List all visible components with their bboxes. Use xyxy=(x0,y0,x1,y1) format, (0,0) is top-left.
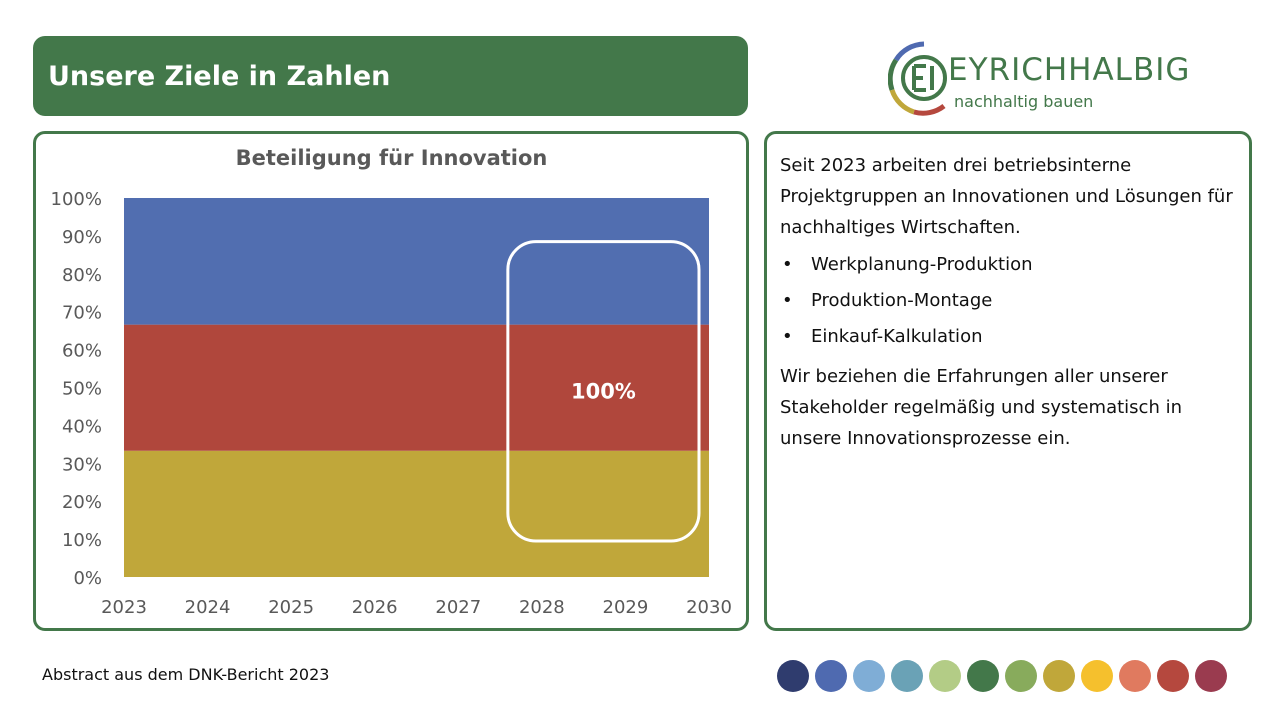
annotation-box xyxy=(506,240,701,543)
color-dot xyxy=(1005,660,1037,692)
color-dot xyxy=(891,660,923,692)
company-logo: EYRICHHALBIG nachhaltig bauen xyxy=(888,40,1228,116)
x-tick-label: 2026 xyxy=(352,597,398,618)
x-tick-label: 2025 xyxy=(268,597,314,618)
outro-text: Wir beziehen die Erfahrungen aller unser… xyxy=(780,366,1182,449)
logo-emblem-icon xyxy=(888,41,947,116)
color-dot xyxy=(1195,660,1227,692)
x-tick-label: 2024 xyxy=(185,597,231,618)
y-tick-label: 20% xyxy=(62,492,102,513)
y-tick-label: 0% xyxy=(73,568,102,589)
y-tick-label: 100% xyxy=(51,189,102,210)
color-dot xyxy=(853,660,885,692)
logo-subtitle: nachhaltig bauen xyxy=(954,92,1094,111)
y-tick-label: 50% xyxy=(62,379,102,400)
annotation-label: 100% xyxy=(571,379,636,403)
x-tick-label: 2023 xyxy=(101,597,147,618)
y-tick-label: 90% xyxy=(62,227,102,248)
area-series-2 xyxy=(124,324,709,451)
chart-panel: Beteiligung für Innovation 0% 10% 20% 30% 40%… xyxy=(33,131,749,631)
page-title: Unsere Ziele in Zahlen xyxy=(48,60,391,92)
source-note: Abstract aus dem DNK-Bericht 2023 xyxy=(42,665,330,684)
color-dot xyxy=(1081,660,1113,692)
x-tick-label: 2030 xyxy=(686,597,732,618)
y-tick-label: 30% xyxy=(62,454,102,475)
color-dot xyxy=(967,660,999,692)
title-bar: Unsere Ziele in Zahlen xyxy=(33,36,748,116)
list-item: Produktion-Montage xyxy=(780,289,1235,313)
x-tick-label: 2029 xyxy=(603,597,649,618)
project-group-list: Werkplanung-Produktion Produktion-Montag… xyxy=(780,253,1235,349)
color-dot xyxy=(1157,660,1189,692)
color-dot xyxy=(1119,660,1151,692)
y-tick-label: 40% xyxy=(62,416,102,437)
text-panel: Seit 2023 arbeiten drei betriebsinterne … xyxy=(764,131,1252,631)
x-tick-label: 2027 xyxy=(435,597,481,618)
y-tick-label: 80% xyxy=(62,265,102,286)
chart-title: Beteiligung für Innovation xyxy=(236,146,548,170)
y-tick-label: 10% xyxy=(62,530,102,551)
y-tick-label: 70% xyxy=(62,303,102,324)
color-dot xyxy=(929,660,961,692)
list-item: Einkauf-Kalkulation xyxy=(780,325,1235,349)
logo-wordmark: EYRICHHALBIG xyxy=(948,52,1191,88)
area-series-3 xyxy=(124,198,709,325)
area-series-1 xyxy=(124,450,709,577)
color-dot xyxy=(815,660,847,692)
list-item: Werkplanung-Produktion xyxy=(780,253,1235,277)
y-tick-label: 60% xyxy=(62,341,102,362)
color-dot xyxy=(1043,660,1075,692)
color-dot xyxy=(777,660,809,692)
intro-text: Seit 2023 arbeiten drei betriebsinterne … xyxy=(780,155,1233,238)
color-dot-row xyxy=(777,660,1233,692)
x-tick-label: 2028 xyxy=(519,597,565,618)
innovation-chart: Beteiligung für Innovation 0% 10% 20% 30% 40%… xyxy=(51,146,732,618)
